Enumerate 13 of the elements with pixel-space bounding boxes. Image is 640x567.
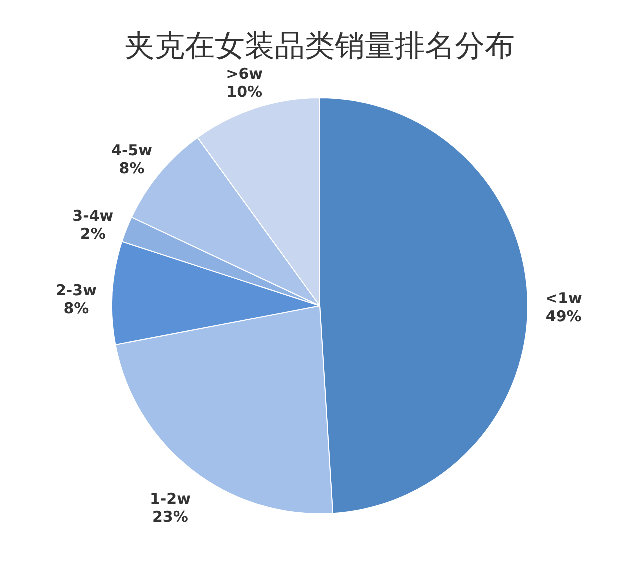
data-label: 10% xyxy=(226,82,263,101)
data-label: 23% xyxy=(152,508,188,526)
slice-label: <1w xyxy=(545,289,582,308)
data-label: 49% xyxy=(546,307,582,326)
slice-label: 3-4w xyxy=(72,207,114,226)
slice-label: 2-3w xyxy=(56,282,98,300)
slice-label: 1-2w xyxy=(150,490,192,508)
data-label: 8% xyxy=(64,300,90,318)
data-label: 2% xyxy=(80,225,106,244)
data-label: 8% xyxy=(119,159,145,178)
slice-label: >6w xyxy=(226,64,264,83)
chart-title: 夹克在女装品类销量排名分布 xyxy=(125,29,515,64)
slice-label: 4-5w xyxy=(112,141,153,160)
